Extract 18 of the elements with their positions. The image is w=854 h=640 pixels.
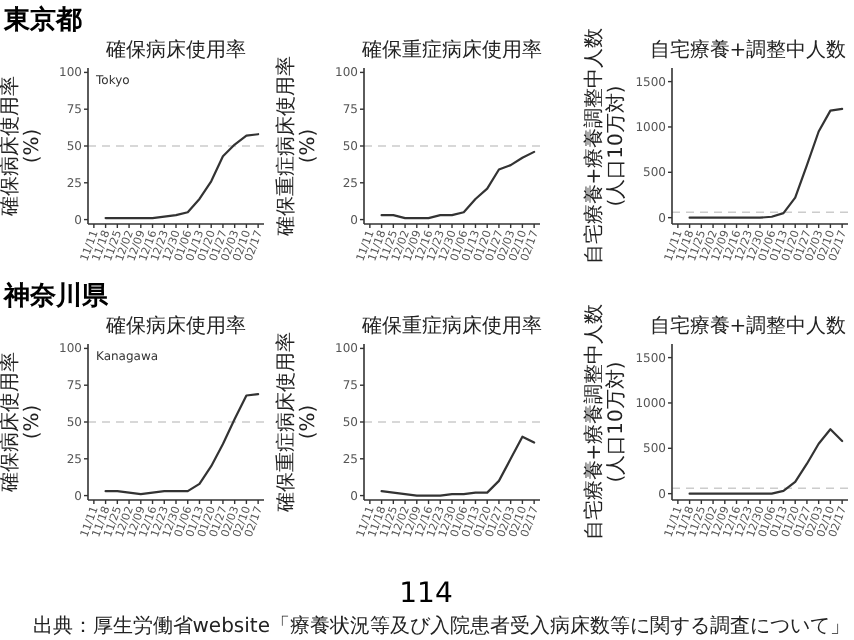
y-axis-title: 確保重症病床使用率(%)	[274, 56, 320, 238]
chart-title: 確保重症病床使用率	[360, 314, 542, 338]
text: 114	[399, 578, 453, 610]
line-series	[688, 107, 844, 219]
line-series	[688, 428, 844, 495]
source-note: 出典：厚生労働省website「療養状況等及び入院患者受入病床数等に関する調査について」	[32, 614, 850, 638]
chart-title: 自宅療養+調整中人数	[649, 38, 847, 62]
chart-title: 確保病床使用率	[104, 38, 246, 62]
y-axis-title: 自宅療養+療養調整中人数(人口10万対)	[582, 27, 628, 265]
chart-title: 確保重症病床使用率	[360, 38, 542, 62]
text: 神奈川県	[2, 280, 110, 312]
chart-title: 自宅療養+調整中人数	[649, 314, 847, 338]
chart-title: 確保病床使用率	[104, 314, 246, 338]
line-series	[380, 150, 536, 220]
y-axis-title: 確保重症病床使用率(%)	[274, 332, 320, 514]
line-series	[104, 392, 260, 496]
text: 東京都	[2, 4, 82, 36]
y-axis-title: 自宅療養+療養調整中人数(人口10万対)	[582, 303, 628, 541]
